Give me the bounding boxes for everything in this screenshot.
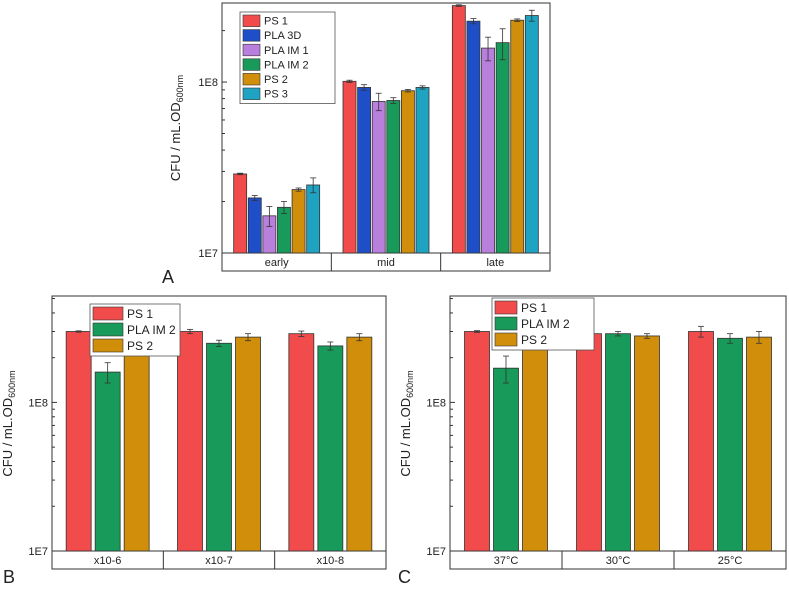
legend: PS 1 PLA IM 2 PS 2 [89, 303, 181, 357]
x-tick-label: early [265, 257, 289, 269]
legend-label: PLA IM 1 [264, 45, 309, 57]
bar-pla-im-2-0 [94, 371, 121, 552]
bar-ps-1-0 [65, 331, 92, 552]
legend-label: PS 1 [264, 16, 288, 28]
bar-ps-2-1 [400, 90, 415, 254]
y-tick-label: 1E7 [198, 248, 218, 260]
y-tick-label: 1E8 [28, 397, 48, 409]
legend-swatch [242, 14, 261, 27]
legend-label: PLA IM 2 [264, 59, 309, 71]
legend: PS 1 PLA 3D PLA IM 1 PLA IM 2 PS 2 PS 3 [239, 11, 336, 104]
legend-swatch [92, 306, 124, 321]
panel-label: A [162, 267, 174, 287]
legend-swatch [242, 58, 261, 71]
bar-pla-3d-1 [357, 87, 372, 254]
legend-label: PS 1 [127, 307, 153, 321]
legend-label: PS 3 [264, 89, 288, 101]
plot-frame [221, 2, 551, 272]
bar-pla-3d-0 [247, 197, 262, 254]
bar-pla-im-2-1 [605, 333, 631, 552]
bar-ps-2-2 [510, 19, 525, 254]
legend-swatch [494, 300, 518, 315]
bar-ps-2-1 [235, 336, 261, 552]
y-tick-label: 1E8 [198, 77, 218, 89]
x-tick-label: x10-8 [317, 555, 345, 567]
legend-label: PS 1 [521, 301, 547, 315]
chart-panel-B: x10-6 x10-7 x10-8 1E7 1E8 CFU / mL.OD600nm PS … [0, 295, 387, 587]
y-tick-label: 1E7 [426, 546, 446, 558]
bar-ps-3-0 [306, 184, 321, 254]
bar-ps-1-2 [688, 331, 714, 552]
bar-pla-im-2-2 [495, 42, 510, 254]
bar-ps-1-1 [177, 331, 203, 552]
legend-swatch [92, 338, 124, 353]
bar-ps-1-0 [464, 331, 490, 552]
legend-swatch [494, 332, 518, 347]
x-tick-label: mid [377, 257, 395, 269]
y-axis-label: CFU / mL.OD600nm [168, 75, 185, 181]
panel-label: B [3, 567, 15, 587]
legend-label: PS 2 [127, 339, 153, 353]
x-tick-label: late [486, 257, 504, 269]
bar-pla-im-2-2 [317, 345, 344, 552]
bar-ps-1-1 [576, 333, 602, 552]
chart-panel-A: early mid late 1E7 1E8 CFU / mL.OD600nm PS 1 PL… [162, 2, 551, 287]
plot-frame [51, 295, 387, 570]
bar-ps-3-1 [415, 87, 430, 254]
x-tick-label: x10-7 [205, 555, 233, 567]
bar-ps-1-0 [233, 173, 248, 254]
bar-ps-2-0 [123, 346, 150, 552]
legend-swatch [242, 87, 261, 100]
legend: PS 1 PLA IM 2 PS 2 [491, 297, 595, 351]
legend-swatch [242, 29, 261, 42]
bar-ps-1-2 [451, 5, 466, 254]
legend-swatch [242, 43, 261, 57]
bar-ps-1-1 [342, 80, 357, 254]
bar-pla-im-2-1 [386, 100, 401, 254]
legend-label: PS 2 [521, 333, 547, 347]
legend-swatch [494, 316, 518, 331]
bar-ps-3-2 [524, 15, 539, 254]
bar-pla-im-2-2 [717, 337, 743, 552]
legend-label: PS 2 [264, 74, 288, 86]
y-axis-label: CFU / mL.OD600nm [398, 370, 415, 476]
bar-ps-2-0 [291, 189, 306, 254]
legend-label: PLA 3D [264, 30, 301, 42]
bar-ps-2-1 [634, 335, 660, 552]
legend-label: PLA IM 2 [127, 323, 176, 337]
bar-pla-im-2-0 [277, 206, 291, 254]
y-tick-label: 1E7 [28, 546, 48, 558]
plot-frame [449, 295, 787, 570]
y-tick-label: 1E8 [426, 397, 446, 409]
bar-ps-2-2 [346, 336, 373, 552]
bar-pla-im-2-1 [206, 342, 232, 552]
legend-label: PLA IM 2 [521, 317, 570, 331]
panel-label: C [398, 567, 411, 587]
bar-pla-im-1-2 [481, 47, 495, 254]
legend-swatch [92, 322, 124, 337]
bar-ps-1-2 [288, 333, 315, 552]
bar-ps-2-0 [522, 346, 548, 552]
bar-pla-im-2-0 [493, 367, 519, 552]
bar-pla-im-1-1 [371, 101, 386, 254]
x-tick-label: 30°C [606, 555, 631, 567]
y-axis-label: CFU / mL.OD600nm [0, 370, 17, 476]
bar-pla-3d-2 [466, 20, 481, 254]
x-tick-label: x10-6 [94, 555, 122, 567]
legend-swatch [242, 73, 261, 86]
x-tick-label: 25°C [718, 555, 743, 567]
x-tick-label: 37°C [494, 555, 519, 567]
chart-panel-C: 37°C 30°C 25°C 1E7 1E8 CFU / mL.OD600nm PS 1 PL… [398, 295, 787, 587]
bar-ps-2-2 [746, 336, 772, 552]
